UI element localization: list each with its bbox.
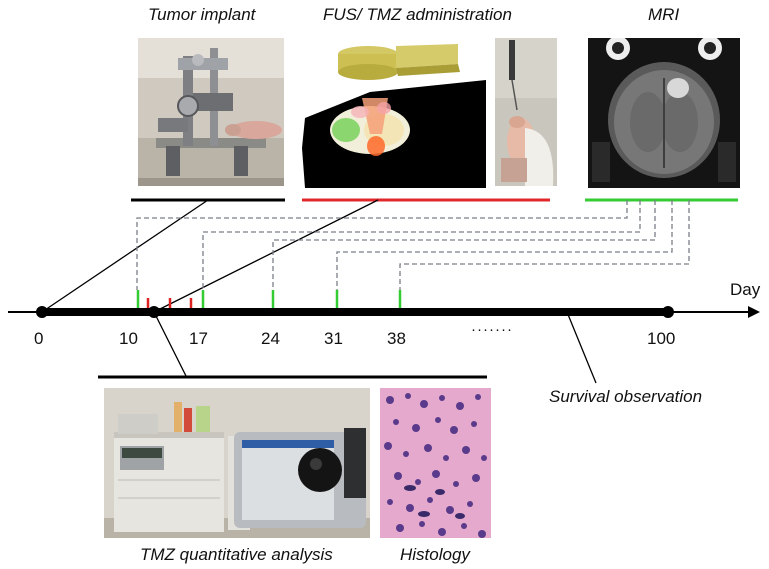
fus-tmz-connector	[153, 199, 379, 313]
day-axis-label: Day	[730, 280, 761, 299]
fus-brain-illustration	[300, 38, 486, 188]
mri-connector-day17	[202, 200, 641, 290]
tumor-implant-photo	[138, 38, 284, 186]
mri-scan-image	[588, 38, 740, 188]
mri-connector-day38	[399, 200, 690, 290]
histology-label: Histology	[400, 545, 470, 564]
tick-label-0: 0	[34, 329, 44, 348]
timeline-ellipsis: ·······	[471, 321, 513, 338]
tick-label-100: 100	[647, 329, 676, 348]
tmz-analysis-label: TMZ quantitative analysis	[140, 545, 333, 564]
tmz-analysis-instrument-photo	[104, 388, 370, 538]
analysis-connector	[153, 311, 187, 377]
timeline-arrowhead	[748, 306, 760, 318]
tumor-implant-connector	[41, 199, 209, 313]
histology-image	[380, 388, 491, 538]
survival-connector	[566, 311, 597, 384]
survival-observation-label: Survival observation	[549, 387, 703, 406]
tick-label-10: 10	[119, 329, 138, 348]
tumor-implant-label: Tumor implant	[148, 5, 256, 24]
tick-label-17: 17	[189, 329, 208, 348]
tick-label-24: 24	[261, 329, 280, 348]
tmz-injection-photo	[495, 38, 557, 186]
fus-tmz-label: FUS/ TMZ administration	[323, 5, 512, 24]
mri-label: MRI	[648, 5, 680, 24]
tick-label-38: 38	[387, 329, 406, 348]
mri-dashed-connectors	[136, 200, 690, 290]
tumor-implant-dot	[36, 306, 48, 318]
mri-connector-day10	[136, 200, 628, 290]
tick-label-31: 31	[324, 329, 343, 348]
mri-connector-day24	[272, 200, 656, 290]
endpoint-dot	[662, 306, 674, 318]
mri-connector-day31	[336, 200, 673, 290]
